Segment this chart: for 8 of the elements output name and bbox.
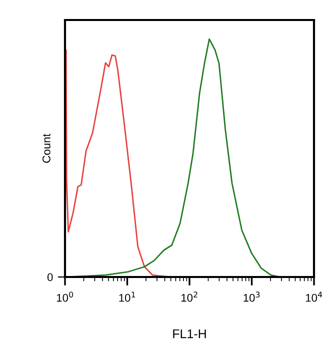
x-axis-title: FL1-H	[173, 329, 206, 338]
y-axis-title: Count	[42, 134, 50, 163]
x-tick-label: 10$^{2}$	[181, 292, 198, 302]
text: 0	[47, 273, 53, 282]
x-tick-label: 10$^{1}$	[119, 292, 136, 302]
x-tick-label: 10$^{3}$	[244, 292, 260, 302]
x-tick-label: 10$^{4}$	[306, 292, 322, 302]
x-tick-label: 10$^{0}$	[56, 292, 74, 302]
